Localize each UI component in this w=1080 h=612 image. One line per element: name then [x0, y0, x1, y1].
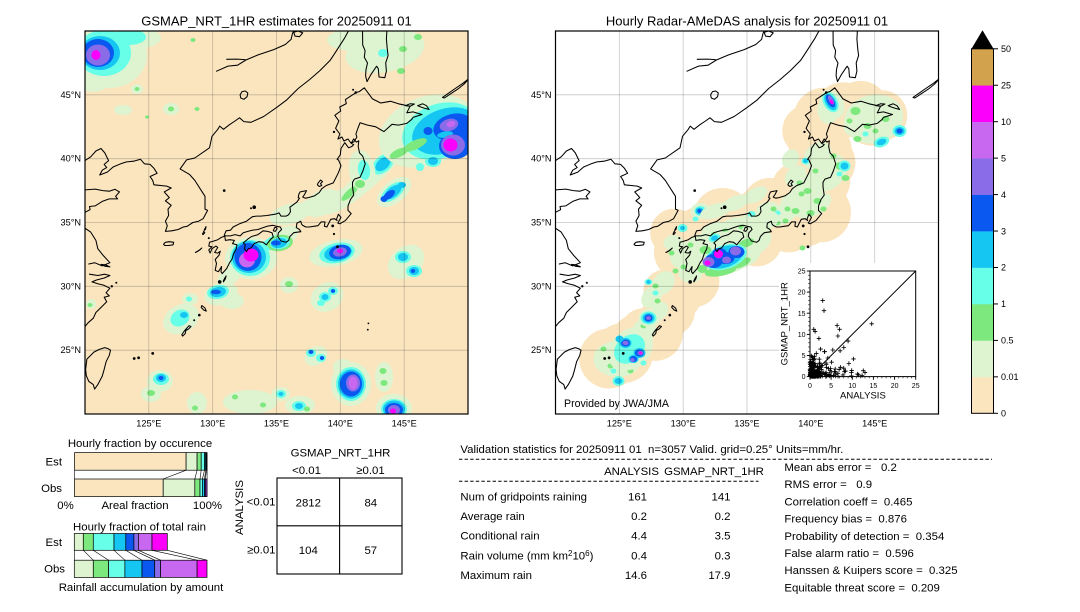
svg-text:25: 25 — [912, 383, 920, 390]
svg-text:Hanssen & Kuipers score = 0.3: Hanssen & Kuipers score = 0.325 — [784, 565, 957, 577]
svg-text:45°N: 45°N — [60, 90, 81, 100]
svg-text:0: 0 — [802, 374, 806, 381]
svg-text:15: 15 — [798, 311, 806, 318]
svg-text:130°E: 130°E — [671, 419, 696, 429]
svg-text:100%: 100% — [193, 500, 222, 512]
svg-text:Frequency bias = 0.876: Frequency bias = 0.876 — [784, 514, 907, 526]
svg-text:57: 57 — [364, 545, 377, 557]
svg-text:ANALYSIS: ANALYSIS — [604, 466, 659, 478]
svg-text:Provided by JWA/JMA: Provided by JWA/JMA — [564, 398, 670, 410]
svg-text:4.4: 4.4 — [631, 531, 647, 543]
svg-text:125°E: 125°E — [607, 419, 632, 429]
svg-text:0.01: 0.01 — [1001, 372, 1019, 382]
svg-text:130°E: 130°E — [200, 419, 225, 429]
svg-text:Obs: Obs — [41, 483, 62, 495]
svg-text:Maximum rain: Maximum rain — [460, 570, 532, 582]
svg-text:2812: 2812 — [296, 498, 321, 510]
svg-text:15: 15 — [870, 383, 878, 390]
svg-text:0.2: 0.2 — [631, 511, 647, 523]
svg-text:25: 25 — [1001, 80, 1011, 90]
svg-text:Probability of detection = 0.: Probability of detection = 0.354 — [784, 531, 944, 543]
svg-text:Hourly fraction by occurence: Hourly fraction by occurence — [68, 438, 212, 450]
svg-text:GSMAP_NRT_1HR estimates for 20: GSMAP_NRT_1HR estimates for 20250911 01 — [141, 14, 412, 29]
svg-text:≥0.01: ≥0.01 — [247, 545, 275, 557]
svg-text:104: 104 — [299, 545, 318, 557]
svg-text:≥0.01: ≥0.01 — [356, 465, 384, 477]
svg-text:1: 1 — [1001, 299, 1006, 309]
svg-text:35°N: 35°N — [531, 218, 552, 228]
svg-text:135°E: 135°E — [734, 419, 759, 429]
svg-text:140°E: 140°E — [798, 419, 823, 429]
svg-text:25°N: 25°N — [531, 345, 552, 355]
svg-text:0.3: 0.3 — [715, 550, 731, 562]
svg-text:10: 10 — [798, 332, 806, 339]
svg-text:RMS error = 0.9: RMS error = 0.9 — [784, 479, 872, 491]
svg-text:3: 3 — [1001, 226, 1006, 236]
svg-text:0.4: 0.4 — [631, 550, 647, 562]
svg-text:Average rain: Average rain — [460, 511, 524, 523]
svg-text:140°E: 140°E — [328, 419, 353, 429]
svg-text:Hourly fraction of total rain: Hourly fraction of total rain — [73, 522, 206, 534]
svg-text:4: 4 — [1001, 190, 1006, 200]
svg-text:141: 141 — [711, 492, 730, 504]
svg-text:161: 161 — [628, 492, 647, 504]
svg-text:Hourly Radar-AMeDAS analysis f: Hourly Radar-AMeDAS analysis for 2025091… — [606, 14, 888, 29]
svg-text:30°N: 30°N — [531, 281, 552, 291]
svg-text:<0.01: <0.01 — [247, 497, 276, 509]
svg-text:17.9: 17.9 — [708, 570, 730, 582]
svg-text:5: 5 — [1001, 153, 1006, 163]
svg-text:Areal fraction: Areal fraction — [101, 500, 168, 512]
svg-text:Rain volume (mm km2106): Rain volume (mm km2106) — [460, 549, 593, 563]
svg-text:0.5: 0.5 — [1001, 336, 1014, 346]
svg-text:40°N: 40°N — [60, 154, 81, 164]
svg-text:25: 25 — [798, 269, 806, 276]
svg-text:0%: 0% — [57, 500, 73, 512]
svg-text:20: 20 — [798, 290, 806, 297]
svg-text:Rainfall accumulation by amoun: Rainfall accumulation by amount — [59, 582, 224, 594]
svg-text:14.6: 14.6 — [625, 570, 647, 582]
svg-text:45°N: 45°N — [531, 90, 552, 100]
svg-text:145°E: 145°E — [392, 419, 417, 429]
svg-text:10: 10 — [848, 383, 856, 390]
svg-text:GSMAP_NRT_1HR: GSMAP_NRT_1HR — [664, 466, 764, 478]
svg-text:ANALYSIS: ANALYSIS — [234, 480, 246, 535]
svg-text:84: 84 — [364, 498, 377, 510]
svg-text:Est: Est — [46, 537, 63, 549]
svg-text:Obs: Obs — [44, 564, 65, 576]
svg-text:2: 2 — [1001, 263, 1006, 273]
svg-text:GSMAP_NRT_1HR: GSMAP_NRT_1HR — [780, 282, 791, 365]
svg-text:Est: Est — [46, 457, 63, 469]
svg-text:10: 10 — [1001, 117, 1011, 127]
svg-text:0: 0 — [1001, 409, 1006, 419]
svg-text:<0.01: <0.01 — [292, 465, 321, 477]
svg-text:125°E: 125°E — [136, 419, 161, 429]
svg-text:5: 5 — [829, 383, 833, 390]
svg-text:50: 50 — [1001, 44, 1011, 54]
svg-text:Equitable threat score = 0.20: Equitable threat score = 0.209 — [784, 582, 939, 594]
svg-text:0: 0 — [808, 383, 812, 390]
svg-text:35°N: 35°N — [60, 218, 81, 228]
svg-text:135°E: 135°E — [264, 419, 289, 429]
svg-text:False alarm ratio = 0.596: False alarm ratio = 0.596 — [784, 548, 913, 560]
svg-text:Validation statistics for 2025: Validation statistics for 20250911 01 n=… — [460, 444, 843, 456]
svg-text:ANALYSIS: ANALYSIS — [840, 391, 886, 402]
svg-text:Mean abs error = 0.2: Mean abs error = 0.2 — [784, 462, 896, 474]
svg-text:0.2: 0.2 — [715, 511, 731, 523]
svg-text:25°N: 25°N — [60, 345, 81, 355]
svg-text:40°N: 40°N — [531, 154, 552, 164]
svg-text:30°N: 30°N — [60, 281, 81, 291]
svg-text:5: 5 — [802, 353, 806, 360]
svg-text:Correlation coeff = 0.465: Correlation coeff = 0.465 — [784, 496, 912, 508]
svg-text:GSMAP_NRT_1HR: GSMAP_NRT_1HR — [291, 448, 391, 460]
svg-text:20: 20 — [891, 383, 899, 390]
svg-text:145°E: 145°E — [862, 419, 887, 429]
svg-text:Conditional rain: Conditional rain — [460, 531, 539, 543]
svg-text:Num of gridpoints raining: Num of gridpoints raining — [460, 492, 587, 504]
svg-text:3.5: 3.5 — [715, 531, 731, 543]
